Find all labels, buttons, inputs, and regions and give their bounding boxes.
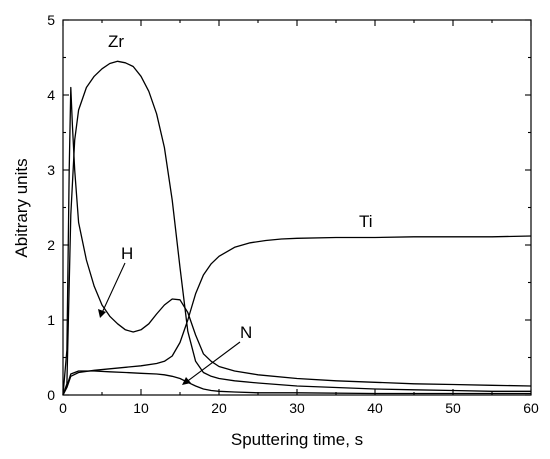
x-tick-label: 50 (445, 400, 461, 416)
series-layer (62, 60, 532, 396)
annotation-n: N (240, 323, 252, 342)
series-line-ti (62, 235, 532, 396)
y-tick-label: 0 (47, 387, 55, 403)
series-line-n (62, 370, 531, 396)
plot-frame (62, 19, 532, 396)
y-axis-title: Abitrary units (12, 158, 31, 257)
x-tick-label: 30 (289, 400, 305, 416)
annotation-h: H (121, 244, 133, 263)
y-tick-label: 1 (47, 312, 55, 328)
x-tick-label: 10 (133, 400, 149, 416)
y-tick-label: 2 (47, 237, 55, 253)
arrow-n-head (182, 377, 191, 385)
y-tick-label: 3 (47, 162, 55, 178)
series-line-zr (62, 60, 531, 396)
x-tick-label: 0 (59, 400, 67, 416)
x-tick-label: 40 (367, 400, 383, 416)
arrow-n-line (184, 341, 241, 384)
annotation-ti: Ti (359, 212, 373, 231)
series-line-h (62, 86, 532, 396)
y-tick-label: 4 (47, 87, 55, 103)
x-tick-label: 20 (211, 400, 227, 416)
x-tick-label: 60 (523, 400, 539, 416)
y-tick-label: 5 (47, 12, 55, 28)
annotation-zr: Zr (108, 32, 124, 51)
arrow-h-line (100, 262, 126, 316)
arrow-h-head (98, 309, 106, 318)
ticks-layer: 0 10 20 30 40 50 60 0 1 2 3 4 5 (47, 12, 539, 416)
x-axis-title: Sputtering time, s (231, 430, 363, 449)
